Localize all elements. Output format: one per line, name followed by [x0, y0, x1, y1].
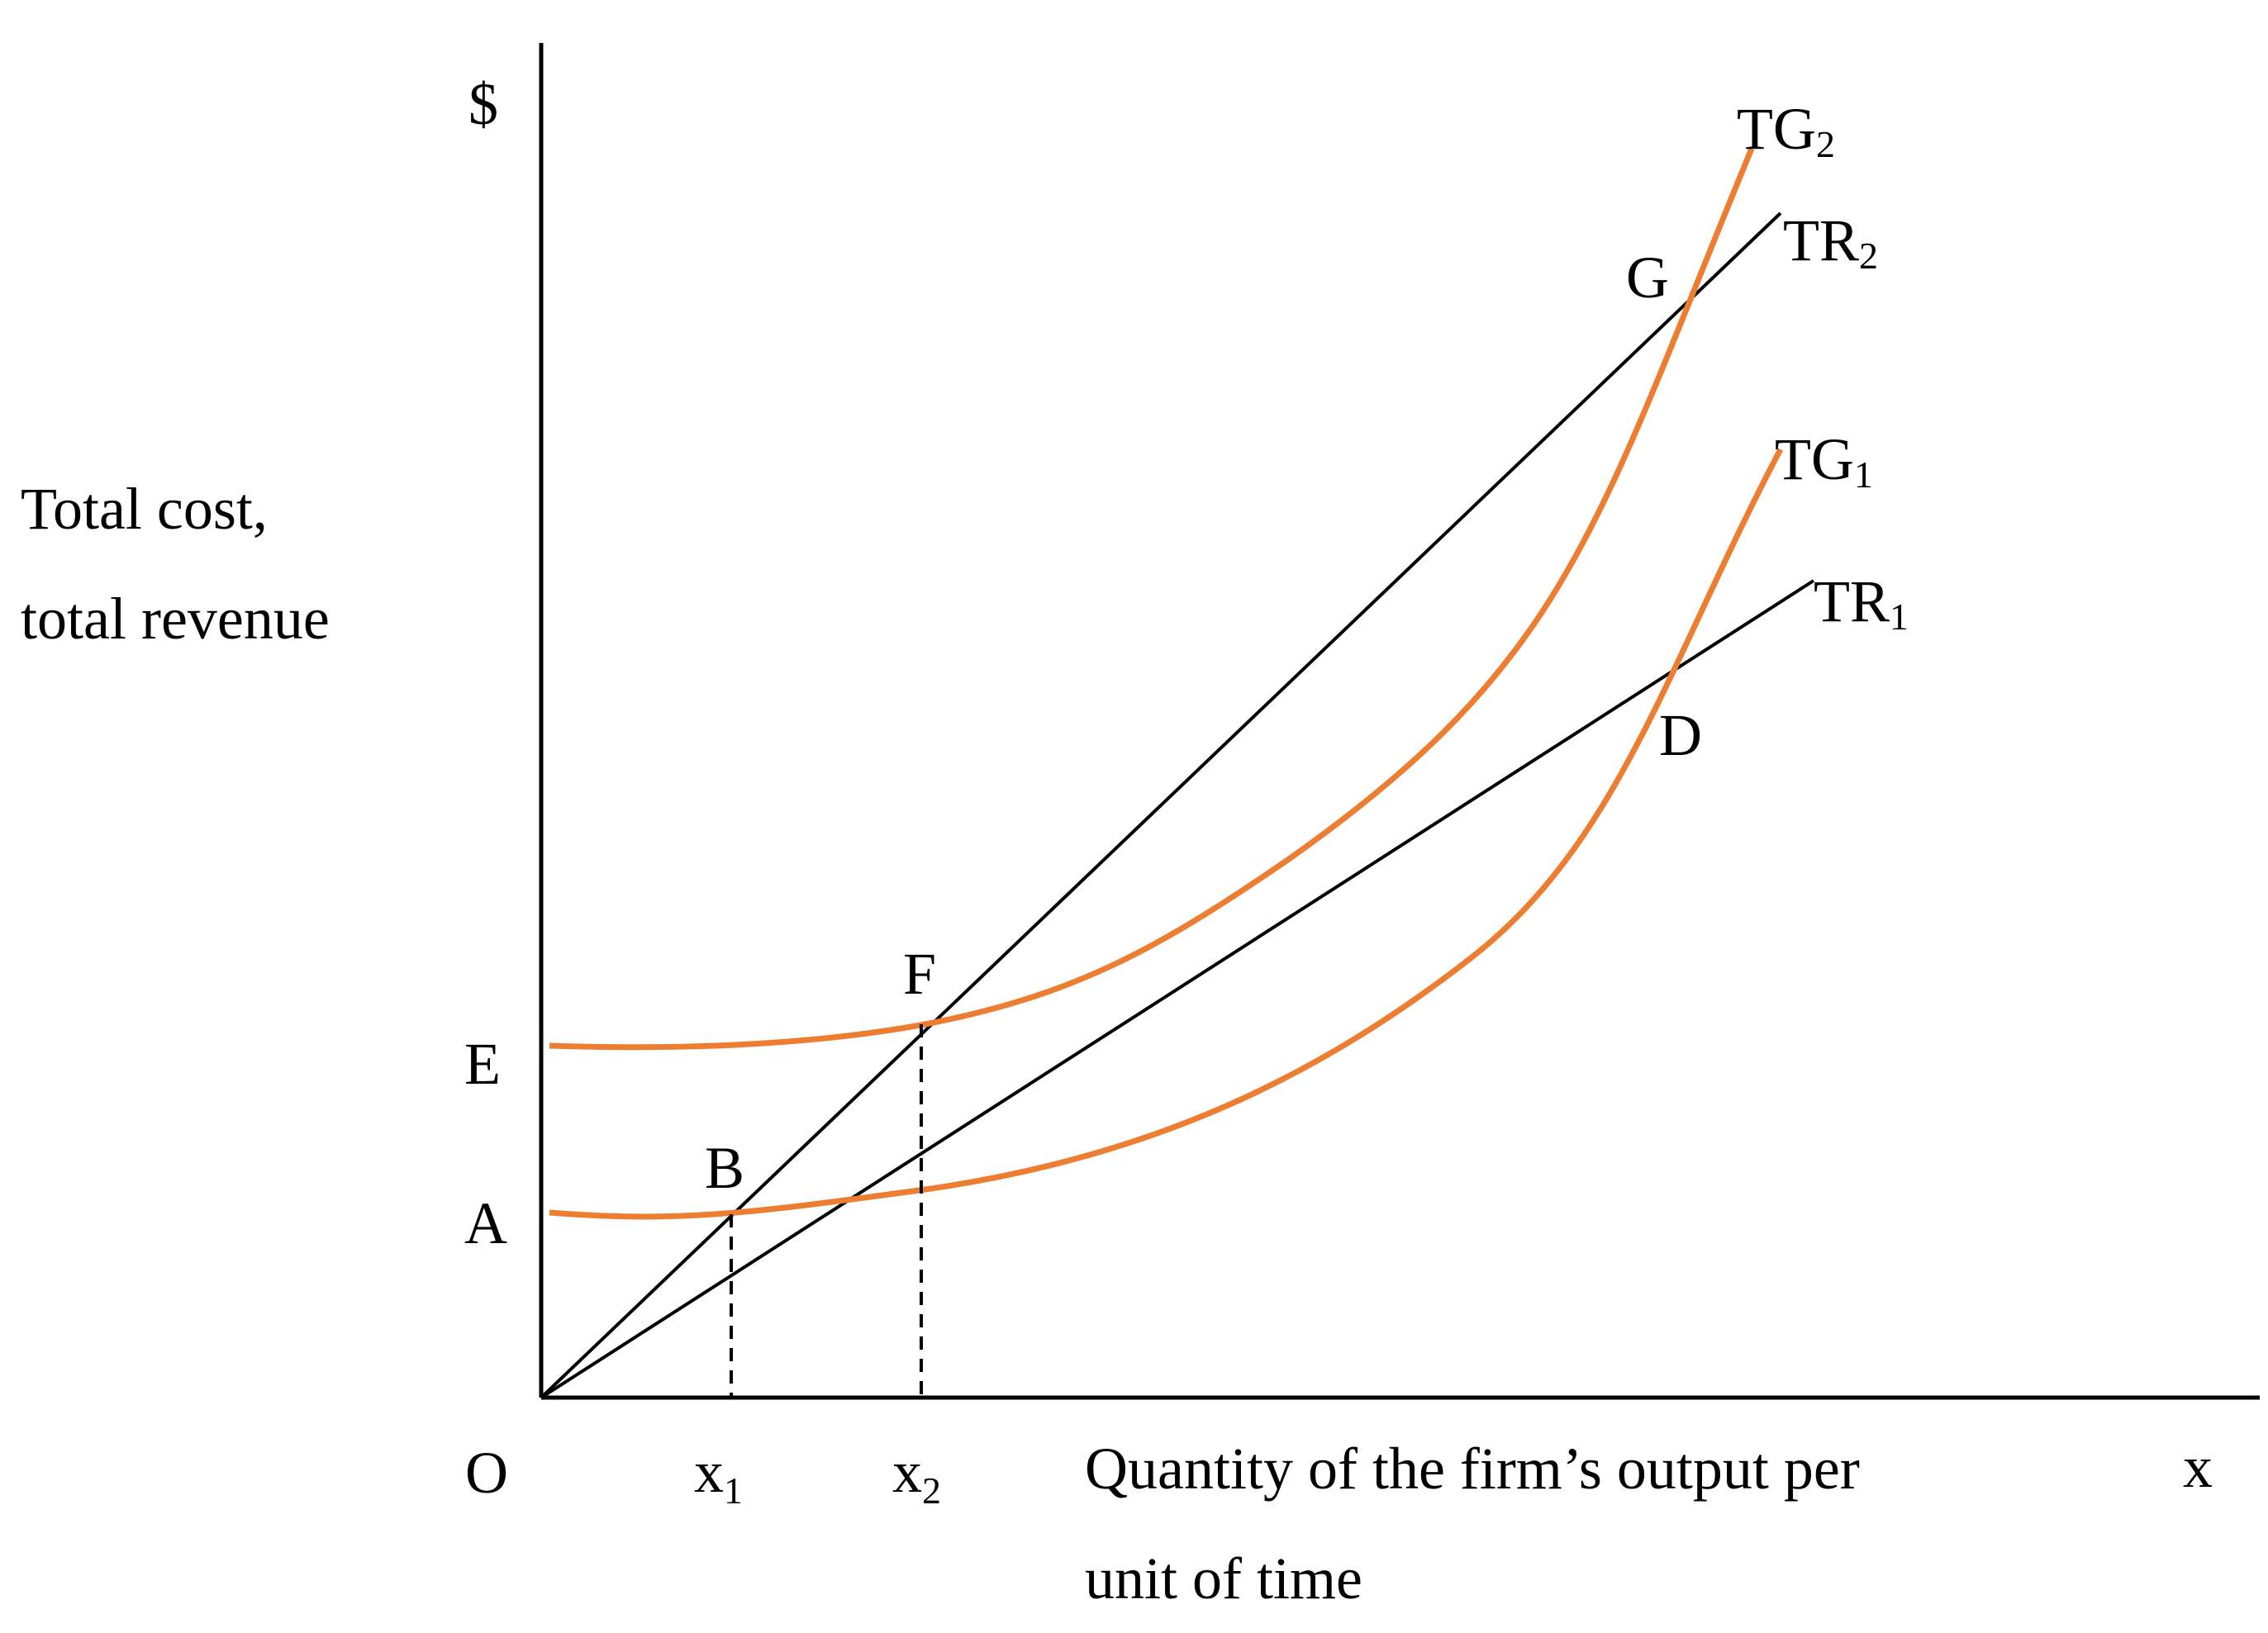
x1-tick-subscript: 1: [724, 1469, 743, 1512]
tg2-curve: [549, 147, 1755, 1051]
tr1-label-subscript: 1: [1890, 596, 1909, 638]
y-axis-symbol: $: [468, 71, 498, 137]
tr2-line: [540, 211, 1782, 1399]
x2-tick-subscript: 2: [922, 1469, 941, 1512]
x1-tick-base: x: [694, 1439, 724, 1505]
x1-tick-label: x1: [694, 1439, 743, 1512]
tg1-label-base: TG: [1775, 426, 1854, 492]
tr1-label-base: TR: [1814, 568, 1890, 634]
tr2-label-base: TR: [1783, 207, 1859, 273]
point-g-label: G: [1626, 244, 1669, 311]
tg1-curve: [549, 448, 1784, 1220]
tr2-label: TR2: [1783, 207, 1878, 277]
origin-label: O: [465, 1440, 508, 1506]
tr1-label: TR1: [1814, 568, 1909, 638]
x2-tick-label: x2: [892, 1439, 941, 1512]
point-b-label: B: [705, 1135, 744, 1201]
tg2-label-subscript: 2: [1816, 123, 1835, 165]
tg2-label: TG2: [1737, 96, 1835, 165]
tg2-label-base: TG: [1737, 96, 1816, 162]
x-axis-title-line1: Quantity of the firm’s output per: [1085, 1436, 1860, 1502]
point-f-label: F: [903, 941, 936, 1007]
intercept-a-label: A: [464, 1190, 507, 1256]
point-d-label: D: [1659, 702, 1702, 768]
tg1-label: TG1: [1775, 426, 1873, 496]
tg1-label-subscript: 1: [1854, 453, 1873, 496]
x-axis-title-line2: unit of time: [1085, 1545, 1362, 1612]
x2-tick-base: x: [892, 1439, 922, 1505]
x-axis-symbol: x: [2183, 1434, 2213, 1500]
tr2-label-subscript: 2: [1859, 235, 1878, 277]
y-axis-title-line1: Total cost,: [21, 476, 268, 542]
tr1-line: [540, 579, 1815, 1399]
y-axis-title-line2: total revenue: [21, 586, 330, 652]
intercept-e-label: E: [464, 1031, 501, 1097]
